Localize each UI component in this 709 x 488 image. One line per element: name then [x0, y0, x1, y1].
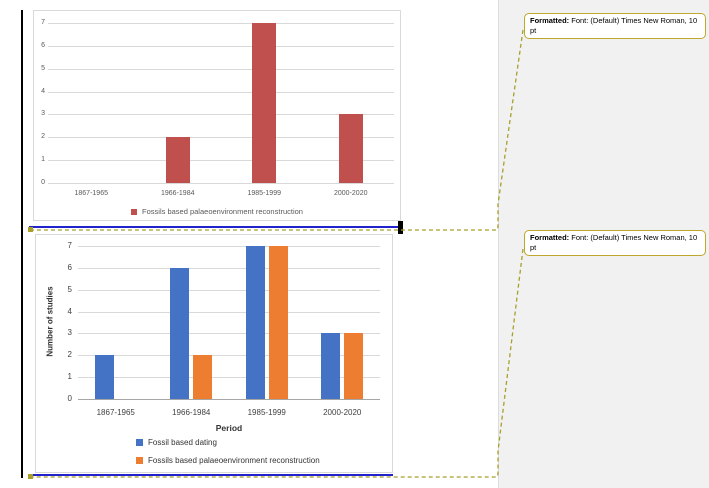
y-tick-label: 0: [67, 394, 72, 403]
x-tick-label: 1966-1984: [172, 408, 211, 417]
y-tick-label: 7: [67, 241, 72, 250]
bar-series2-cat4: [344, 333, 364, 399]
y-tick-label: 2: [67, 350, 72, 360]
y-tick-label: 0: [41, 179, 45, 186]
bar-series1-cat4: [321, 333, 341, 399]
chart-palaeoenvironment-reconstruction[interactable]: 0 1 2 3 4 5 6 7 1867-1965 1966-1984 1985-1999 2000-…: [33, 10, 401, 221]
legend-swatch-icon: [136, 457, 143, 464]
callout-label: Formatted:: [530, 233, 570, 242]
bar-series2-cat3: [268, 246, 288, 399]
legend-label: Fossil based dating: [148, 438, 217, 447]
legend-label: Fossils based palaeoenvironment reconstr…: [148, 456, 320, 465]
y-tick-label: 4: [41, 87, 45, 95]
y-tick-label: 6: [41, 41, 45, 49]
y-tick-label: 5: [41, 64, 45, 72]
paragraph-mark: [398, 221, 403, 234]
callout-text: Font: (Default) Times New Roman, 10 pt: [530, 16, 698, 35]
bar-series1-cat4: [338, 114, 363, 183]
y-tick-label: 5: [67, 284, 72, 294]
bar-series1-cat2: [165, 137, 190, 183]
legend-item: Fossil based dating: [136, 438, 217, 447]
legend-swatch-icon: [131, 208, 138, 215]
y-tick-label: 1: [67, 372, 72, 382]
gridline: [48, 45, 394, 47]
gridline: [78, 246, 380, 247]
gridline: [48, 68, 394, 70]
gridline: [78, 267, 380, 269]
x-tick-label: 2000-2020: [334, 190, 368, 197]
chart-dating-vs-reconstruction[interactable]: 0 1 2 3 4 5 6 7 1867-1965 1966-1984 1985-1999 2000-…: [35, 234, 393, 473]
bar-series1-cat2: [170, 267, 190, 399]
y-tick-label: 2: [41, 133, 45, 141]
bar-series1-cat3: [252, 23, 277, 183]
x-tick-label: 1966-1984: [161, 190, 195, 197]
x-axis-title: Period: [215, 423, 243, 433]
legend-swatch-icon: [136, 439, 143, 446]
x-tick-label: 2000-2020: [323, 408, 362, 417]
legend-label: Fossils based palaeoenvironment reconstr…: [142, 207, 303, 216]
chart-legend: Fossils based palaeoenvironment reconstr…: [34, 207, 400, 216]
y-tick-label: 3: [67, 328, 72, 338]
legend-item: Fossils based palaeoenvironment reconstr…: [131, 207, 303, 216]
revisions-pane: Formatted: Font: (Default) Times New Rom…: [498, 0, 709, 488]
bar-series1-cat1: [94, 355, 114, 399]
y-tick-label: 3: [41, 110, 45, 118]
gridline: [78, 399, 380, 400]
insertion-underline-top: [29, 226, 398, 228]
formatted-change-callout-2[interactable]: Formatted: Font: (Default) Times New Rom…: [524, 230, 706, 256]
x-tick-label: 1985-1999: [247, 408, 286, 417]
y-tick-label: 6: [67, 262, 72, 272]
gridline: [48, 183, 394, 184]
y-tick-label: 7: [41, 19, 45, 26]
callout-label: Formatted:: [530, 16, 570, 25]
x-tick-label: 1867-1965: [74, 190, 108, 197]
gridline: [78, 311, 380, 313]
x-tick-label: 1867-1965: [96, 408, 135, 417]
y-tick-label: 1: [41, 156, 45, 164]
y-axis-title: Number of studies: [45, 285, 55, 357]
gridline: [48, 91, 394, 93]
gridline: [48, 23, 394, 24]
bar-series2-cat2: [193, 355, 213, 399]
bar-series1-cat3: [245, 246, 265, 399]
y-tick-label: 4: [67, 306, 72, 316]
tracked-change-bar: [21, 10, 23, 478]
x-tick-label: 1985-1999: [247, 190, 281, 197]
callout-text: Font: (Default) Times New Roman, 10 pt: [530, 233, 698, 252]
gridline: [78, 289, 380, 291]
legend-item: Fossils based palaeoenvironment reconstr…: [136, 456, 320, 465]
insertion-underline-bottom: [29, 474, 393, 476]
formatted-change-callout-1[interactable]: Formatted: Font: (Default) Times New Rom…: [524, 13, 706, 39]
